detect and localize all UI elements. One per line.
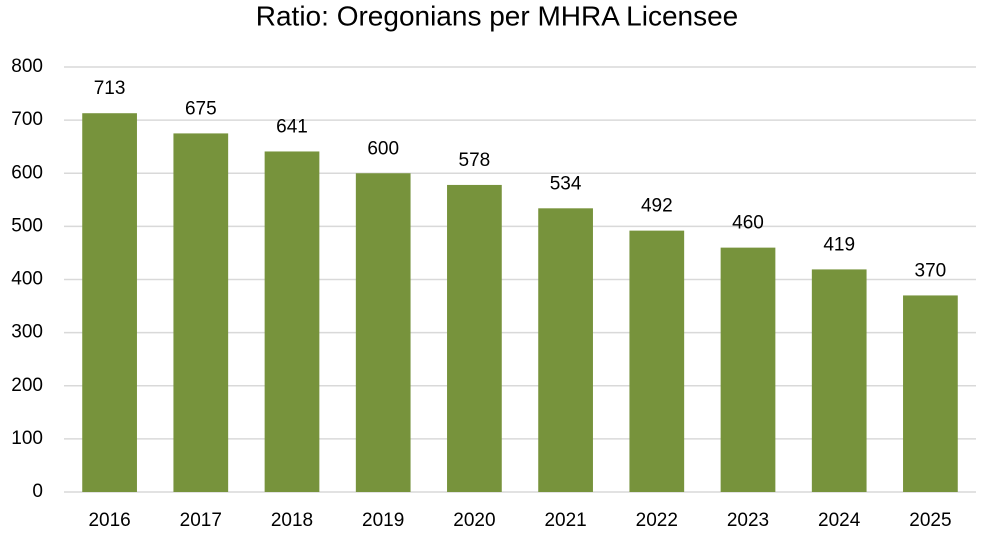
- bar: [82, 113, 137, 492]
- x-tick-label: 2016: [88, 510, 130, 531]
- y-tick-label: 400: [11, 269, 43, 290]
- y-tick-label: 200: [11, 375, 43, 396]
- y-tick-label: 800: [11, 56, 43, 77]
- data-label: 419: [823, 234, 855, 255]
- y-tick-label: 700: [11, 109, 43, 130]
- x-tick-label: 2018: [271, 510, 313, 531]
- data-label: 492: [641, 196, 673, 217]
- data-label: 600: [367, 138, 399, 159]
- x-tick-label: 2023: [727, 510, 769, 531]
- bar: [720, 247, 776, 492]
- bar: [629, 230, 685, 492]
- x-tick-label: 2021: [544, 510, 586, 531]
- x-tick-label: 2024: [818, 510, 861, 531]
- bar: [811, 269, 867, 492]
- data-label: 534: [550, 173, 582, 194]
- y-tick-label: 100: [11, 428, 43, 449]
- y-tick-label: 0: [32, 481, 43, 502]
- bar: [173, 133, 229, 492]
- data-label: 641: [276, 116, 308, 137]
- bar: [355, 173, 411, 492]
- bar: [538, 208, 593, 492]
- chart-title: Ratio: Oregonians per MHRA Licensee: [256, 0, 738, 31]
- data-label: 713: [94, 78, 126, 99]
- x-tick-label: 2025: [909, 510, 951, 531]
- bar: [264, 151, 320, 492]
- data-label: 675: [185, 98, 217, 119]
- x-tick-label: 2019: [362, 510, 404, 531]
- x-tick-label: 2020: [453, 510, 495, 531]
- x-tick-label: 2022: [636, 510, 678, 531]
- data-label: 578: [459, 150, 491, 171]
- y-tick-label: 300: [11, 322, 43, 343]
- bar: [447, 184, 502, 492]
- data-label: 370: [915, 260, 947, 281]
- y-tick-label: 500: [11, 215, 43, 236]
- bar: [903, 295, 958, 492]
- x-tick-label: 2017: [180, 510, 222, 531]
- y-tick-label: 600: [11, 162, 43, 183]
- data-label: 460: [732, 213, 764, 234]
